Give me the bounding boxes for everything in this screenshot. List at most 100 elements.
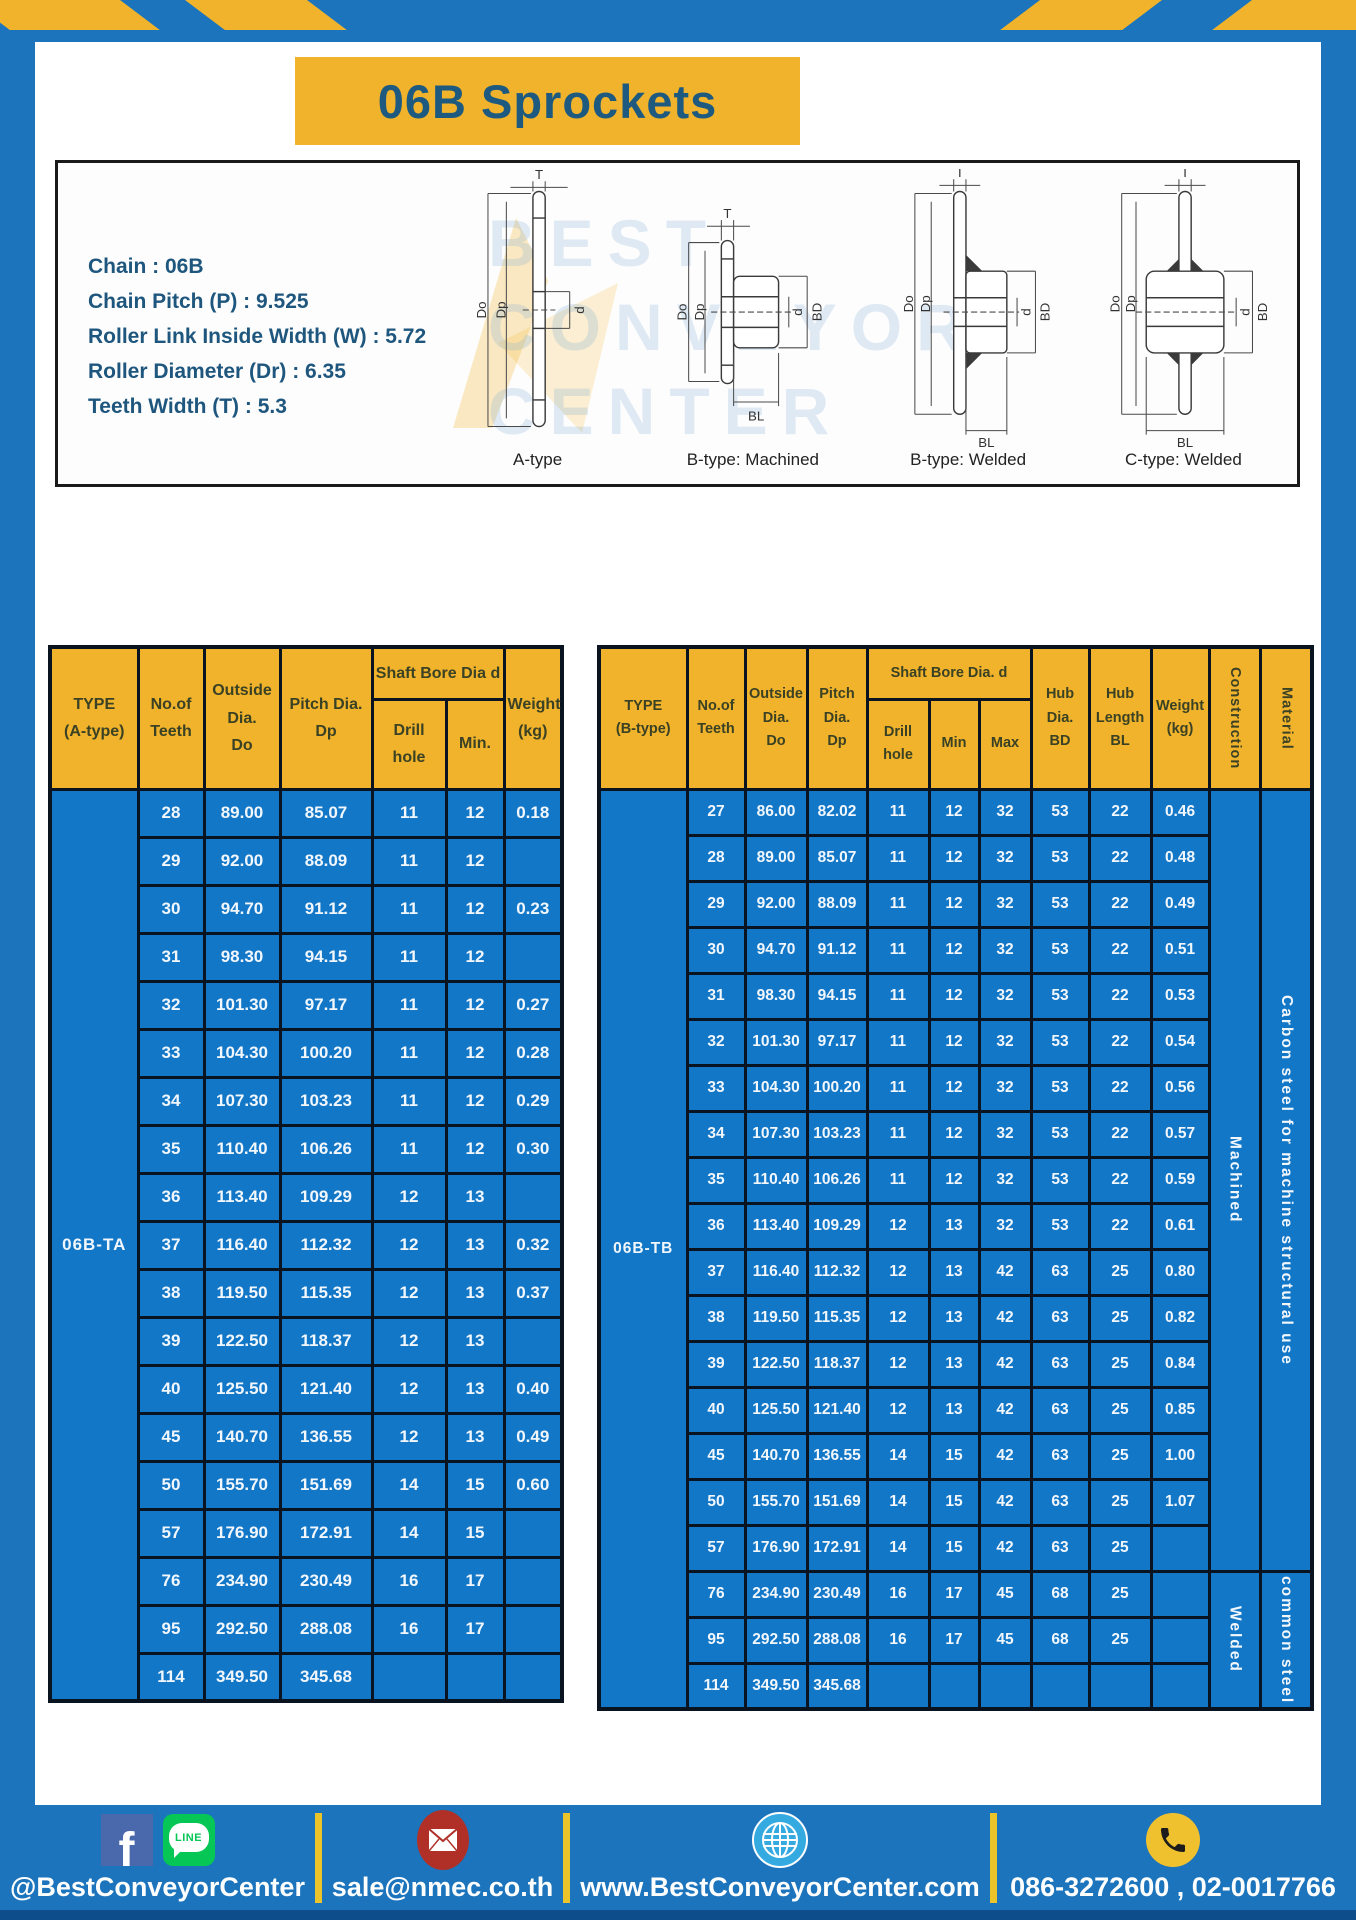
tableA-cell: 16 bbox=[370, 1555, 448, 1607]
tableA-cell: 0.28 bbox=[502, 1027, 564, 1079]
tableA-cell: 292.50 bbox=[202, 1603, 282, 1655]
tableA-cell: 0.18 bbox=[502, 787, 564, 839]
sprocket-table-a-type: TYPE (A-type) No.of Teeth Outside Dia. D… bbox=[48, 645, 564, 1703]
email-icon bbox=[416, 1810, 469, 1870]
tableA-cell: 32 bbox=[136, 979, 206, 1031]
tableB-cell: 12 bbox=[865, 1247, 931, 1297]
tableA-cell: 11 bbox=[370, 835, 448, 887]
tableA-cell: 230.49 bbox=[278, 1555, 374, 1607]
tableA-type-cell: 06B-TA bbox=[48, 787, 140, 1703]
title-banner: 06B Sprockets bbox=[295, 57, 800, 145]
tableB-cell: 349.50 bbox=[743, 1661, 809, 1711]
footer-email-icons bbox=[416, 1810, 469, 1870]
svg-text:BL: BL bbox=[748, 408, 764, 423]
tableA-cell: 0.29 bbox=[502, 1075, 564, 1127]
tableA-cell: 12 bbox=[444, 931, 506, 983]
table-row: 39 122.50 118.37 12 13 bbox=[50, 1315, 564, 1367]
tableA-cell: 14 bbox=[370, 1459, 448, 1511]
tableB-cell bbox=[977, 1661, 1033, 1711]
table-row: 33 104.30 100.20 11 12 0.28 bbox=[50, 1027, 564, 1079]
svg-text:Dp: Dp bbox=[918, 295, 933, 312]
line-bubble: LINE bbox=[168, 1823, 209, 1858]
tableB-cell: 17 bbox=[927, 1615, 981, 1665]
tableB-cell: 121.40 bbox=[805, 1385, 869, 1435]
tableA-cell: 104.30 bbox=[202, 1027, 282, 1079]
tableA-cell: 0.32 bbox=[502, 1219, 564, 1271]
tableB-cell: 11 bbox=[865, 1017, 931, 1067]
table-row: 37 116.40 112.32 12 13 42 63 25 0.80 bbox=[599, 1247, 1312, 1297]
table-row: 29 92.00 88.09 11 12 bbox=[50, 835, 564, 887]
diagram-caption: C-type: Welded bbox=[1124, 450, 1242, 469]
tableB-cell: 112.32 bbox=[805, 1247, 869, 1297]
globe-icon bbox=[752, 1812, 808, 1868]
tableB-cell: 115.35 bbox=[805, 1293, 869, 1343]
table-row: 30 94.70 91.12 11 12 0.23 bbox=[50, 883, 564, 935]
tableB-cell: 106.26 bbox=[805, 1155, 869, 1205]
tableA-cell bbox=[502, 835, 564, 887]
tableB-cell: 35 bbox=[685, 1155, 747, 1205]
tableA-cell: 15 bbox=[444, 1459, 506, 1511]
yellow-stripe bbox=[1000, 0, 1162, 30]
tableA-cell: 12 bbox=[370, 1219, 448, 1271]
b-type-welded-drawing: T Do Dp d bbox=[900, 169, 1052, 450]
tableA-col-teeth: No.of Teeth bbox=[136, 645, 206, 791]
tableB-cell: 57 bbox=[685, 1523, 747, 1573]
tableA-cell: 57 bbox=[136, 1507, 206, 1559]
tableB-cell: 25 bbox=[1087, 1339, 1153, 1389]
tableA-header: TYPE (A-type) No.of Teeth Outside Dia. D… bbox=[48, 645, 564, 791]
table-row: 57 176.90 172.91 14 15 bbox=[50, 1507, 564, 1559]
tableA-cell: 13 bbox=[444, 1267, 506, 1319]
tableB-cell: 234.90 bbox=[743, 1569, 809, 1619]
tableB-cell: 32 bbox=[977, 1109, 1033, 1159]
table-row: 45 140.70 136.55 14 15 42 63 25 1.00 bbox=[599, 1431, 1312, 1481]
tableB-col-hub-dia: Hub Dia. BD bbox=[1029, 645, 1091, 791]
svg-text:BD: BD bbox=[1037, 303, 1052, 321]
tableA-cell: 89.00 bbox=[202, 787, 282, 839]
tableB-cell: 11 bbox=[865, 1063, 931, 1113]
tableB-cell: 32 bbox=[977, 1155, 1033, 1205]
tableB-cell: 42 bbox=[977, 1339, 1033, 1389]
tableA-cell: 39 bbox=[136, 1315, 206, 1367]
tableB-cell: 12 bbox=[927, 1017, 981, 1067]
tableB-cell: 1.07 bbox=[1149, 1477, 1211, 1527]
tableB-cell: 17 bbox=[927, 1569, 981, 1619]
tableB-cell bbox=[1149, 1661, 1211, 1711]
svg-text:Dp: Dp bbox=[1123, 295, 1138, 312]
tableB-cell: 101.30 bbox=[743, 1017, 809, 1067]
table-row: 37 116.40 112.32 12 13 0.32 bbox=[50, 1219, 564, 1271]
tableB-cell: 288.08 bbox=[805, 1615, 869, 1665]
tableB-cell: 22 bbox=[1087, 1017, 1153, 1067]
footer-phone-icons bbox=[1146, 1810, 1200, 1870]
tableB-cell: 30 bbox=[685, 925, 747, 975]
tableA-cell: 30 bbox=[136, 883, 206, 935]
tableB-cell: 0.80 bbox=[1149, 1247, 1211, 1297]
tableB-cell: 63 bbox=[1029, 1431, 1091, 1481]
tableB-cell: 63 bbox=[1029, 1477, 1091, 1527]
tableA-cell: 45 bbox=[136, 1411, 206, 1463]
tableB-cell: 89.00 bbox=[743, 833, 809, 883]
tableB-cell: 53 bbox=[1029, 1155, 1091, 1205]
tableB-cell: 53 bbox=[1029, 1017, 1091, 1067]
diagram-caption: B-type: Welded bbox=[910, 450, 1027, 469]
svg-text:T: T bbox=[1181, 169, 1189, 180]
tableB-cell: 114 bbox=[685, 1661, 747, 1711]
yellow-stripe bbox=[185, 0, 347, 30]
tableB-cell: 53 bbox=[1029, 925, 1091, 975]
svg-text:Do: Do bbox=[675, 304, 690, 321]
tableB-cell: 0.57 bbox=[1149, 1109, 1211, 1159]
tableA-cell: 155.70 bbox=[202, 1459, 282, 1511]
footer-website-icons bbox=[751, 1810, 809, 1870]
tableA-cell: 140.70 bbox=[202, 1411, 282, 1463]
tableB-cell: 11 bbox=[865, 971, 931, 1021]
tableB-cell: 36 bbox=[685, 1201, 747, 1251]
spec-line: Roller Diameter (Dr) : 6.35 bbox=[88, 360, 346, 383]
tableB-cell: 63 bbox=[1029, 1293, 1091, 1343]
footer-website: www.BestConveyorCenter.com bbox=[580, 1872, 980, 1902]
tableA-cell bbox=[502, 1555, 564, 1607]
tableB-col-weight: Weight (kg) bbox=[1149, 645, 1211, 791]
tableB-cell: 16 bbox=[865, 1569, 931, 1619]
a-type-drawing: T Do Dp d bbox=[474, 169, 587, 428]
tableA-cell: 11 bbox=[370, 787, 448, 839]
tableB-cell: 13 bbox=[927, 1293, 981, 1343]
tableA-cell: 29 bbox=[136, 835, 206, 887]
